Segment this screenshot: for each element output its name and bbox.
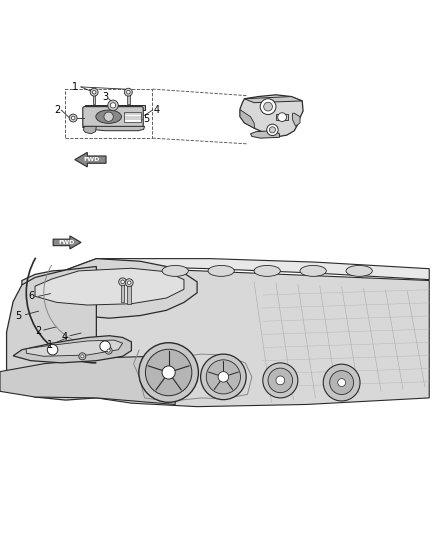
Circle shape bbox=[47, 344, 58, 355]
Polygon shape bbox=[85, 106, 145, 110]
Circle shape bbox=[79, 353, 86, 360]
Bar bbox=[124, 112, 141, 122]
Polygon shape bbox=[244, 96, 302, 103]
Polygon shape bbox=[22, 259, 197, 318]
Circle shape bbox=[267, 124, 278, 135]
Circle shape bbox=[100, 341, 110, 351]
Polygon shape bbox=[88, 266, 429, 407]
Text: 6: 6 bbox=[28, 291, 35, 301]
Circle shape bbox=[121, 280, 124, 284]
Text: 3: 3 bbox=[102, 92, 108, 102]
Polygon shape bbox=[82, 126, 145, 131]
Ellipse shape bbox=[96, 110, 121, 123]
Circle shape bbox=[278, 113, 286, 122]
Polygon shape bbox=[75, 152, 106, 167]
Circle shape bbox=[105, 347, 112, 354]
Circle shape bbox=[139, 343, 198, 402]
Text: 5: 5 bbox=[15, 311, 21, 320]
Circle shape bbox=[269, 127, 276, 133]
Circle shape bbox=[323, 364, 360, 401]
Bar bbox=[127, 92, 130, 104]
Polygon shape bbox=[66, 259, 96, 276]
Bar bbox=[127, 282, 131, 304]
Bar bbox=[4, 258, 434, 479]
Circle shape bbox=[90, 88, 98, 96]
Polygon shape bbox=[240, 110, 255, 128]
Polygon shape bbox=[251, 131, 279, 138]
Circle shape bbox=[71, 116, 75, 120]
Polygon shape bbox=[35, 268, 184, 305]
Polygon shape bbox=[0, 356, 175, 405]
Polygon shape bbox=[293, 113, 300, 126]
Text: FWD: FWD bbox=[83, 157, 99, 162]
Ellipse shape bbox=[208, 265, 234, 276]
Polygon shape bbox=[53, 236, 81, 249]
Polygon shape bbox=[240, 95, 303, 136]
Circle shape bbox=[127, 281, 131, 285]
Circle shape bbox=[162, 366, 175, 379]
Circle shape bbox=[264, 102, 272, 111]
Circle shape bbox=[268, 368, 293, 393]
Polygon shape bbox=[276, 114, 288, 120]
Circle shape bbox=[201, 354, 246, 400]
Ellipse shape bbox=[162, 265, 188, 276]
Circle shape bbox=[263, 363, 298, 398]
Polygon shape bbox=[83, 126, 96, 134]
Text: 1: 1 bbox=[72, 82, 78, 92]
Polygon shape bbox=[7, 266, 96, 400]
Circle shape bbox=[276, 376, 285, 385]
Text: 4: 4 bbox=[154, 105, 160, 115]
Ellipse shape bbox=[346, 265, 372, 276]
Circle shape bbox=[218, 372, 229, 382]
Circle shape bbox=[107, 349, 110, 352]
Circle shape bbox=[69, 114, 77, 122]
Circle shape bbox=[119, 278, 127, 286]
Circle shape bbox=[330, 370, 353, 394]
Ellipse shape bbox=[254, 265, 280, 276]
FancyBboxPatch shape bbox=[83, 107, 143, 127]
Text: 5: 5 bbox=[144, 115, 150, 124]
Circle shape bbox=[145, 349, 192, 395]
Text: 2: 2 bbox=[35, 326, 42, 336]
Circle shape bbox=[110, 103, 116, 108]
Bar bbox=[65, 89, 152, 138]
Circle shape bbox=[92, 91, 96, 94]
Circle shape bbox=[260, 99, 276, 115]
Text: 1: 1 bbox=[47, 341, 53, 350]
Circle shape bbox=[104, 112, 113, 122]
Polygon shape bbox=[13, 336, 131, 363]
Circle shape bbox=[125, 279, 133, 287]
Circle shape bbox=[206, 360, 240, 394]
Text: 4: 4 bbox=[62, 333, 68, 343]
Ellipse shape bbox=[300, 265, 326, 276]
Text: 2: 2 bbox=[54, 104, 60, 115]
Polygon shape bbox=[26, 340, 123, 356]
Circle shape bbox=[81, 355, 84, 358]
Circle shape bbox=[124, 88, 132, 96]
Bar bbox=[93, 92, 95, 104]
Polygon shape bbox=[96, 259, 429, 280]
Bar bbox=[121, 282, 124, 302]
Circle shape bbox=[127, 91, 130, 94]
Circle shape bbox=[338, 378, 346, 386]
Circle shape bbox=[108, 100, 118, 110]
Text: FWD: FWD bbox=[58, 240, 74, 245]
